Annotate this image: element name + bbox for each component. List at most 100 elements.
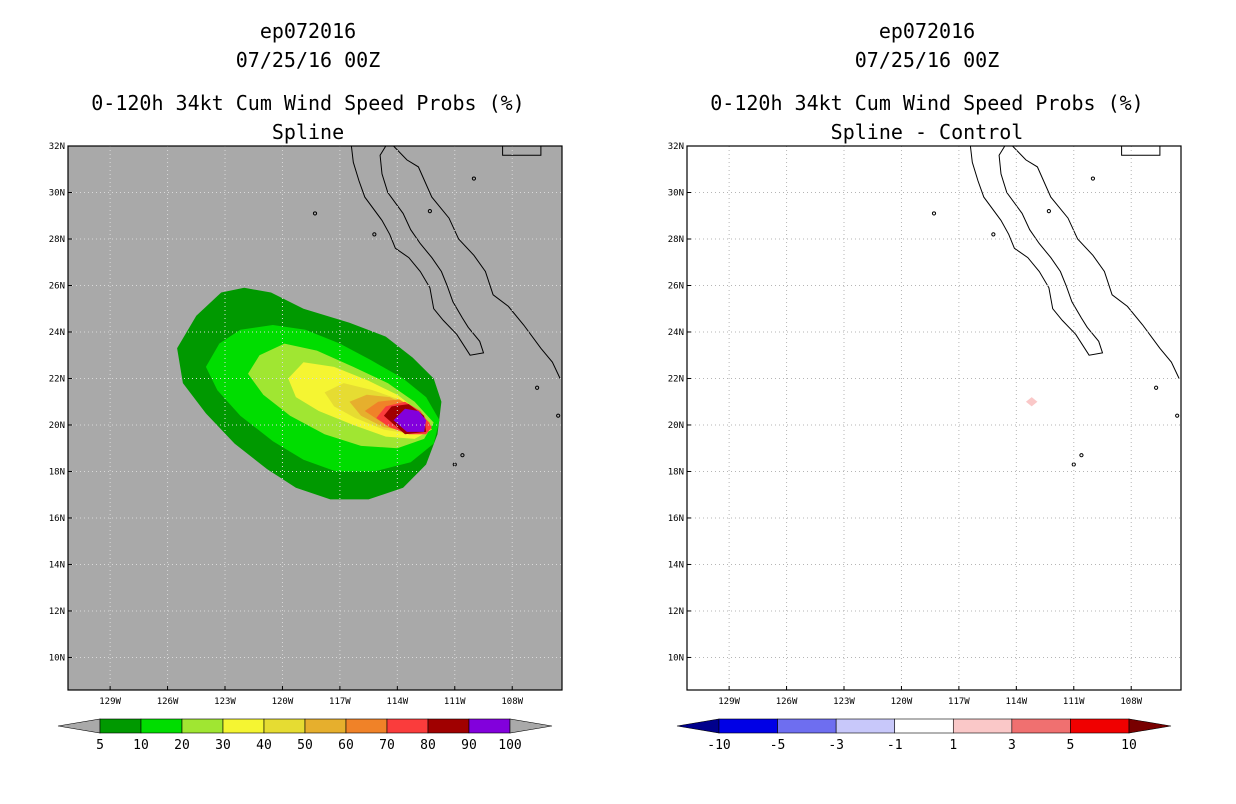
y-tick-label: 32N (49, 142, 65, 152)
colorbar-label: 20 (174, 738, 190, 753)
colorbar-swatch (894, 718, 954, 734)
plot-background (687, 146, 1181, 690)
colorbar-swatch (835, 718, 896, 734)
island (427, 208, 432, 214)
date-title: 07/25/16 00Z (236, 48, 381, 72)
x-tick-label: 120W (272, 697, 294, 707)
y-tick-label: 22N (49, 374, 65, 384)
y-tick-label: 26N (668, 281, 684, 291)
x-tick-label: 111W (444, 697, 466, 707)
y-tick-label: 18N (49, 467, 65, 477)
colorbar-label: 3 (1008, 738, 1016, 753)
coastline-segment (350, 145, 485, 356)
spline-minus-control-panel: ep072016 07/25/16 00Z 0-120h 34kt Cum Wi… (668, 19, 1182, 753)
colorbar-label: 70 (379, 738, 395, 753)
plot-frame (686, 145, 1182, 691)
y-tick-label: 16N (49, 514, 65, 524)
contour-1 (1025, 397, 1038, 407)
y-tick-label: 12N (668, 607, 684, 617)
island (460, 453, 465, 458)
y-tick-label: 24N (49, 328, 65, 338)
colorbar-swatch (99, 718, 142, 734)
colorbar-label: 10 (1121, 738, 1137, 753)
colorbar-swatch (1011, 718, 1071, 734)
colorbar-under-arrow (57, 718, 101, 734)
product-title: 0-120h 34kt Cum Wind Speed Probs (%) (710, 91, 1143, 115)
island (556, 413, 561, 418)
colorbar-label: 50 (297, 738, 313, 753)
axis-ticks: 129W 126W 123W 120W 117W 114W 111W 108W 10N 12N 14… (668, 142, 1143, 707)
product-title: 0-120h 34kt Cum Wind Speed Probs (%) (91, 91, 524, 115)
plot-frame (67, 145, 563, 691)
coastline-segment (502, 146, 542, 156)
y-tick-label: 32N (668, 142, 684, 152)
x-tick-label: 120W (891, 697, 913, 707)
colorbar-over-arrow (509, 718, 553, 734)
colorbar-label: 1 (949, 738, 957, 753)
colorbar-under-arrow (676, 718, 720, 734)
x-tick-label: 129W (718, 697, 740, 707)
x-tick-label: 129W (99, 697, 121, 707)
probability-contours (177, 287, 442, 500)
island (1175, 413, 1180, 418)
y-tick-label: 22N (668, 374, 684, 384)
panel-subtitle: Spline (272, 120, 344, 144)
colorbar-swatch (345, 718, 388, 734)
y-tick-label: 20N (49, 421, 65, 431)
coastline-segment (969, 145, 1104, 356)
colorbar-label: 5 (96, 738, 104, 753)
x-tick-label: 108W (501, 697, 523, 707)
colorbar-swatch (1070, 718, 1130, 734)
spline-panel: ep072016 07/25/16 00Z 0-120h 34kt Cum Wi… (49, 19, 563, 753)
coastline-segment (393, 145, 561, 379)
panel-subtitle: Spline - Control (831, 120, 1024, 144)
colorbar: 5 10 20 30 40 50 60 70 80 90 100 (57, 718, 553, 753)
y-tick-label: 20N (668, 421, 684, 431)
colorbar-label: -1 (887, 738, 903, 753)
colorbar-swatch (304, 718, 347, 734)
colorbar-label: 5 (1067, 738, 1075, 753)
x-tick-label: 108W (1120, 697, 1142, 707)
storm-id-title: ep072016 (879, 19, 975, 43)
colorbar: -10 -5 -3 -1 1 3 5 10 (676, 718, 1172, 753)
island (372, 232, 377, 237)
colorbar-swatch (952, 718, 1013, 734)
colorbar-swatch (718, 718, 778, 734)
colorbar-label: -3 (828, 738, 844, 753)
y-tick-label: 28N (49, 235, 65, 245)
colorbar-swatch (263, 718, 306, 734)
coastline-segment (1121, 146, 1161, 156)
y-tick-label: 18N (668, 467, 684, 477)
x-tick-label: 123W (833, 697, 855, 707)
x-tick-label: 126W (776, 697, 798, 707)
y-tick-label: 10N (49, 653, 65, 663)
y-tick-label: 16N (668, 514, 684, 524)
coastline-segment (1012, 145, 1180, 379)
colorbar-swatch (386, 718, 429, 734)
axis-ticks: 129W 126W 123W 120W 117W 114W 111W 108W 10N 12N 14… (49, 142, 524, 707)
y-tick-label: 30N (668, 188, 684, 198)
colorbar-label: 60 (338, 738, 354, 753)
lat-lon-grid (68, 146, 562, 690)
x-tick-label: 126W (157, 697, 179, 707)
colorbar-swatch (427, 718, 470, 734)
colorbar-label: 90 (461, 738, 477, 753)
x-tick-label: 123W (214, 697, 236, 707)
y-tick-label: 28N (668, 235, 684, 245)
y-tick-label: 26N (49, 281, 65, 291)
island (1079, 453, 1084, 458)
colorbar-label: 100 (498, 738, 521, 753)
y-tick-label: 24N (668, 328, 684, 338)
colorbar-swatch (181, 718, 224, 734)
x-tick-label: 111W (1063, 697, 1085, 707)
contour-90 (393, 408, 427, 432)
island (1154, 385, 1159, 390)
x-tick-label: 114W (1005, 697, 1027, 707)
colorbar-swatch (468, 718, 511, 734)
island (312, 211, 318, 216)
x-tick-label: 117W (329, 697, 351, 707)
colorbar-label: -5 (770, 738, 786, 753)
island (931, 211, 937, 216)
colorbar-label: 40 (256, 738, 272, 753)
